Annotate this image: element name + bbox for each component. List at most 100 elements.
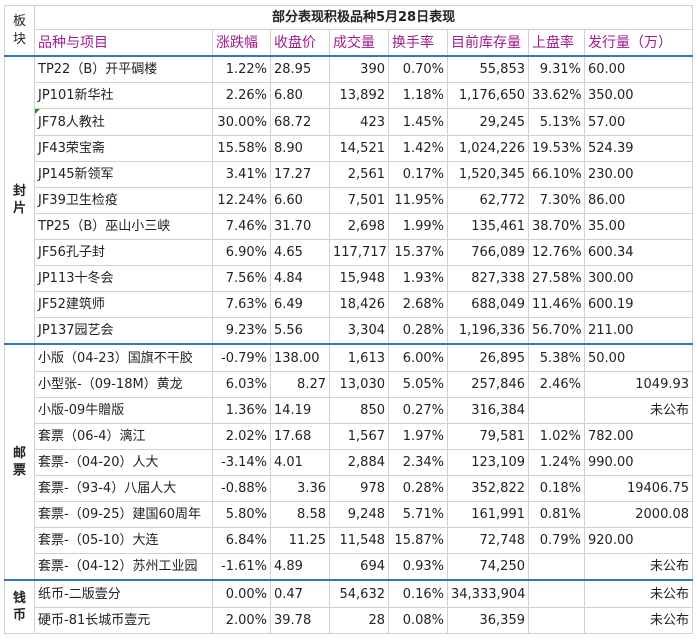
cell-turnover: 1.42%: [388, 134, 448, 162]
table-row: 套票-（04-12）苏州工业园 -1.61% 4.89 694 0.93% 74…: [5, 553, 694, 581]
col-header-listing-rate: 上盘率: [528, 29, 585, 57]
cell-issue: 211.00: [583, 317, 694, 345]
cell-issue: 230.00: [583, 160, 694, 188]
table-row: 封片 TP22（B）开平碉楼 1.22% 28.95 390 0.70% 55,…: [4, 55, 694, 345]
cell-volume: 390: [329, 55, 389, 84]
cell-volume: 14,521: [329, 134, 389, 162]
col-header-turnover: 换手率: [388, 29, 448, 57]
table-row: JP101新华社 2.26% 6.80 13,892 1.18% 1,176,6…: [5, 82, 694, 110]
cell-change: 6.03%: [212, 370, 271, 398]
sector-label-covers: 封片: [4, 55, 35, 345]
table-row: 硬币-81长城币壹元 2.00% 39.78 28 0.08% 36,359 未…: [5, 606, 694, 635]
cell-name: 套票（06-4）漓江: [34, 422, 213, 450]
cell-name: 套票-（05-10）大连: [34, 527, 213, 555]
cell-name: JF52建筑师: [34, 291, 213, 319]
cell-change: 1.22%: [212, 55, 271, 84]
table-row: 小型张-（09-18M）黄龙 6.03% 8.27 13,030 5.05% 2…: [5, 370, 694, 398]
cell-close: 6.49: [270, 291, 330, 319]
cell-turnover: 1.45%: [388, 108, 448, 136]
cell-close: 6.60: [270, 186, 330, 214]
cell-turnover: 1.18%: [388, 82, 448, 110]
cell-stock: 36,359: [447, 606, 529, 635]
cell-listing-rate: [528, 396, 585, 424]
cell-listing-rate: 1.02%: [528, 422, 585, 450]
cell-volume: 1,613: [329, 343, 389, 372]
table-row: 小版-09牛贈版 1.36% 14.19 850 0.27% 316,384 未…: [5, 396, 694, 424]
cell-close: 31.70: [270, 212, 330, 241]
table-title: 部分表现积极品种5月28日表现: [33, 4, 694, 31]
cell-volume: 423: [329, 108, 389, 136]
cell-close: 0.47: [270, 579, 330, 608]
cell-stock: 352,822: [447, 475, 529, 503]
cell-turnover: 15.37%: [388, 239, 448, 267]
table-row: JF78人教社 30.00% 68.72 423 1.45% 29,245 5.…: [5, 108, 694, 136]
cell-stock: 1,196,336: [447, 317, 529, 345]
cell-close: 4.84: [270, 265, 330, 293]
cell-listing-rate: 2.46%: [528, 370, 585, 398]
cell-close: 14.19: [270, 396, 330, 424]
cell-name: 小版-09牛贈版: [34, 396, 213, 424]
cell-volume: 9,248: [329, 501, 389, 529]
col-header-change: 涨跌幅: [212, 29, 271, 57]
cell-stock: 34,333,904: [447, 579, 529, 608]
cell-turnover: 0.93%: [388, 553, 448, 581]
cell-issue: 未公布: [583, 579, 694, 608]
cell-issue: 600.34: [583, 239, 694, 267]
cell-change: -1.61%: [212, 553, 271, 581]
cell-turnover: 1.97%: [388, 422, 448, 450]
cell-turnover: 5.05%: [388, 370, 448, 398]
cell-name: JP113十冬会: [34, 265, 213, 293]
cell-turnover: 0.70%: [388, 55, 448, 84]
cell-turnover: 0.08%: [388, 606, 448, 635]
cell-name: TP25（B）巫山小三峡: [34, 212, 213, 241]
cell-name: 硬币-81长城币壹元: [34, 606, 213, 635]
cell-listing-rate: 5.38%: [528, 343, 585, 372]
cell-volume: 1,567: [329, 422, 389, 450]
cell-volume: 2,561: [329, 160, 389, 188]
cell-volume: 850: [329, 396, 389, 424]
cell-listing-rate: 5.13%: [528, 108, 585, 136]
col-header-name: 品种与项目: [34, 29, 213, 57]
cell-volume: 694: [329, 553, 389, 581]
cell-name: 套票-（04-12）苏州工业园: [34, 553, 213, 581]
cell-volume: 11,548: [329, 527, 389, 555]
cell-volume: 3,304: [329, 317, 389, 345]
cell-change: 9.23%: [212, 317, 271, 345]
cell-issue: 未公布: [583, 553, 694, 581]
cell-change: -0.88%: [212, 475, 271, 503]
table-row: 套票-（93-4）八届人大 -0.88% 3.36 978 0.28% 352,…: [5, 475, 694, 503]
cell-change: 3.41%: [212, 160, 271, 188]
col-header-volume: 成交量: [329, 29, 389, 57]
cell-volume: 18,426: [329, 291, 389, 319]
cell-turnover: 2.68%: [388, 291, 448, 319]
sector-label-coins: 钱币: [4, 579, 35, 635]
cell-stock: 62,772: [447, 186, 529, 214]
table-row: JF39卫生检疫 12.24% 6.60 7,501 11.95% 62,772…: [5, 186, 694, 214]
cell-change: -3.14%: [212, 448, 271, 477]
market-table: 板块 部分表现积极品种5月28日表现 品种与项目 涨跌幅 收盘价 成交量 换手率…: [4, 4, 694, 635]
cell-issue: 57.00: [583, 108, 694, 136]
cell-close: 8.90: [270, 134, 330, 162]
col-header-issue: 发行量（万）: [583, 29, 694, 57]
cell-stock: 766,089: [447, 239, 529, 267]
cell-close: 5.56: [270, 317, 330, 345]
cell-change: 7.46%: [212, 212, 271, 241]
cell-change: 2.00%: [212, 606, 271, 635]
cell-close: 8.58: [270, 501, 330, 529]
cell-close: 4.01: [270, 448, 330, 477]
cell-change: 1.36%: [212, 396, 271, 424]
cell-turnover: 0.28%: [388, 317, 448, 345]
cell-listing-rate: 9.31%: [528, 55, 585, 84]
cell-change: 7.56%: [212, 265, 271, 293]
header-row: 品种与项目 涨跌幅 收盘价 成交量 换手率 目前库存量 上盘率 发行量（万）: [5, 29, 694, 57]
title-row: 板块 部分表现积极品种5月28日表现: [4, 4, 694, 57]
cell-stock: 1,520,345: [447, 160, 529, 188]
cell-close: 39.78: [270, 606, 330, 635]
cell-listing-rate: 19.53%: [528, 134, 585, 162]
table-row: 邮票 小版（04-23）国旗不干胶 -0.79% 138.00 1,613 6.…: [4, 343, 694, 581]
cell-stock: 79,581: [447, 422, 529, 450]
cell-listing-rate: [528, 606, 585, 635]
cell-listing-rate: 27.58%: [528, 265, 585, 293]
cell-stock: 123,109: [447, 448, 529, 477]
cell-stock: 29,245: [447, 108, 529, 136]
